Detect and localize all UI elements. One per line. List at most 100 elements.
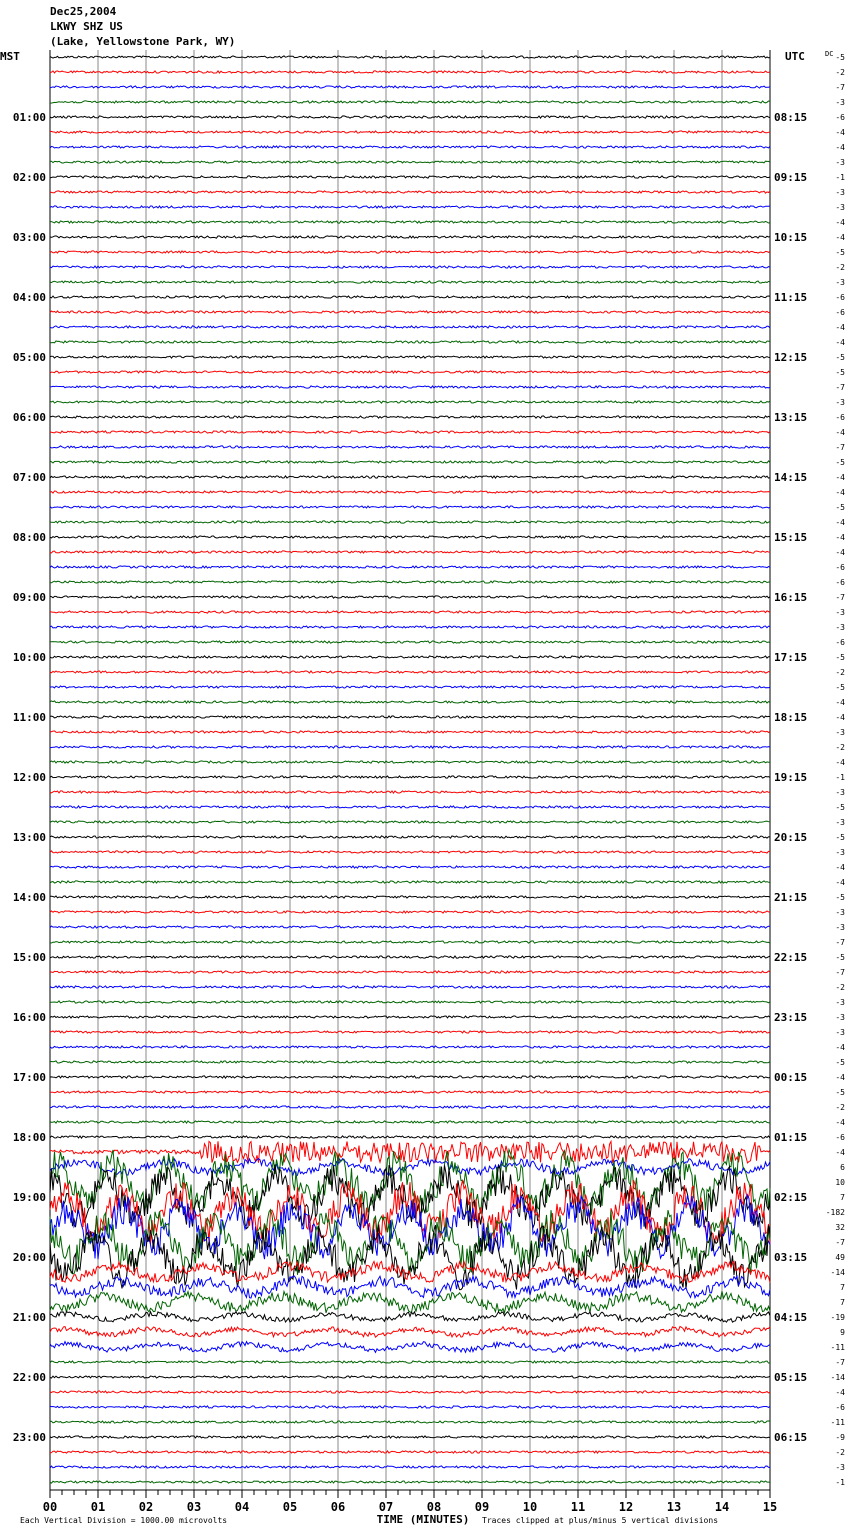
utc-hour-label: 10:15: [774, 231, 807, 244]
trace-line: [49, 100, 771, 104]
trace-line: [50, 580, 771, 584]
dc-offset-label: -3: [835, 998, 845, 1007]
dc-offset-label: -6: [835, 638, 845, 647]
utc-hour-label: 15:15: [774, 531, 807, 544]
x-tick-label: 14: [715, 1500, 729, 1514]
trace-line: [49, 1390, 771, 1394]
dc-offset-label: -5: [835, 458, 845, 467]
dc-offset-label: -7: [835, 1238, 845, 1247]
dc-offset-label: -3: [835, 1013, 845, 1022]
dc-offset-label: -4: [835, 878, 845, 887]
dc-offset-label: -3: [835, 1028, 845, 1037]
trace-line: [49, 265, 771, 269]
trace-line: [49, 460, 771, 464]
mst-hour-label: 09:00: [13, 591, 46, 604]
dc-offset-label: -4: [835, 323, 845, 332]
dc-offset-label: -5: [835, 653, 845, 662]
mst-hour-label: 17:00: [13, 1071, 46, 1084]
x-tick-label: 07: [379, 1500, 393, 1514]
dc-offset-label: -6: [835, 293, 845, 302]
dc-offset-label: -14: [831, 1268, 846, 1277]
dc-offset-label: -4: [835, 698, 845, 707]
trace-line: [49, 775, 771, 779]
trace-line: [49, 1135, 771, 1139]
trace-line: [49, 835, 771, 839]
trace-line: [49, 1435, 771, 1439]
mst-hour-label: 23:00: [13, 1431, 46, 1444]
trace-line: [49, 70, 771, 74]
dc-offset-label: -5: [835, 803, 845, 812]
trace-line: [49, 385, 771, 389]
mst-hour-label: 08:00: [13, 531, 46, 544]
trace-line: [49, 190, 771, 194]
utc-hour-label: 23:15: [774, 1011, 807, 1024]
utc-hour-label: 13:15: [774, 411, 807, 424]
utc-hour-label: 19:15: [774, 771, 807, 784]
trace-line: [49, 1480, 771, 1484]
mst-hour-label: 07:00: [13, 471, 46, 484]
dc-offset-label: -4: [835, 533, 845, 542]
dc-offset-label: -4: [835, 1388, 845, 1397]
date-label: Dec25,2004: [50, 5, 117, 18]
utc-hour-label: 06:15: [774, 1431, 807, 1444]
trace-line: [49, 1090, 771, 1094]
trace-line: [49, 1147, 771, 1215]
dc-offset-label: -1: [835, 773, 845, 782]
trace-line: [49, 295, 771, 299]
station-label: LKWY SHZ US: [50, 20, 123, 33]
dc-offset-label: -4: [835, 233, 845, 242]
trace-line: [49, 205, 771, 209]
x-tick-label: 09: [475, 1500, 489, 1514]
x-axis-title: TIME (MINUTES): [377, 1513, 470, 1526]
trace-line: [49, 550, 771, 554]
dc-offset-label: -7: [835, 83, 845, 92]
trace-line: [49, 760, 770, 764]
mst-hour-label: 02:00: [13, 171, 46, 184]
dc-offset-label: -6: [835, 578, 845, 587]
trace-line: [49, 535, 771, 539]
mst-label: MST: [0, 50, 20, 63]
mst-hour-label: 12:00: [13, 771, 46, 784]
x-tick-label: 08: [427, 1500, 441, 1514]
utc-hour-label: 01:15: [774, 1131, 807, 1144]
trace-line: [49, 235, 771, 239]
dc-offset-label: -3: [835, 608, 845, 617]
mst-hour-label: 20:00: [13, 1251, 46, 1264]
scale-note: Each Vertical Division = 1000.00 microvo…: [20, 1516, 227, 1525]
dc-offset-label: -6: [835, 563, 845, 572]
dc-offset-label: -5: [835, 893, 845, 902]
dc-offset-label: -5: [835, 248, 845, 257]
dc-offset-label: 7: [840, 1298, 845, 1307]
trace-line: [49, 130, 771, 134]
x-tick-label: 11: [571, 1500, 585, 1514]
dc-offset-label: -4: [835, 1148, 845, 1157]
dc-offset-label: -3: [835, 1463, 845, 1472]
trace-line: [49, 790, 771, 794]
utc-hour-label: 16:15: [774, 591, 807, 604]
dc-offset-label: -3: [835, 98, 845, 107]
trace-line: [49, 610, 771, 614]
trace-line: [49, 1179, 771, 1245]
dc-offset-label: -3: [835, 788, 845, 797]
trace-line: [49, 595, 771, 599]
trace-line: [49, 1060, 771, 1064]
trace-line: [49, 1420, 771, 1424]
trace-line: [49, 805, 771, 809]
trace-line: [49, 850, 771, 854]
trace-line: [49, 940, 771, 944]
trace-line: [49, 340, 771, 344]
x-tick-label: 12: [619, 1500, 633, 1514]
trace-line: [49, 655, 771, 659]
utc-hour-label: 20:15: [774, 831, 807, 844]
trace-line: [49, 520, 771, 524]
dc-offset-label: -5: [835, 368, 845, 377]
trace-line: [49, 85, 771, 89]
dc-offset-label: -7: [835, 1358, 845, 1367]
dc-offset-label: -7: [835, 383, 845, 392]
utc-hour-label: 09:15: [774, 171, 807, 184]
trace-line: [49, 1310, 771, 1324]
utc-label: UTC: [785, 50, 805, 63]
dc-offset-label: -4: [835, 218, 845, 227]
trace-line: [49, 955, 771, 959]
